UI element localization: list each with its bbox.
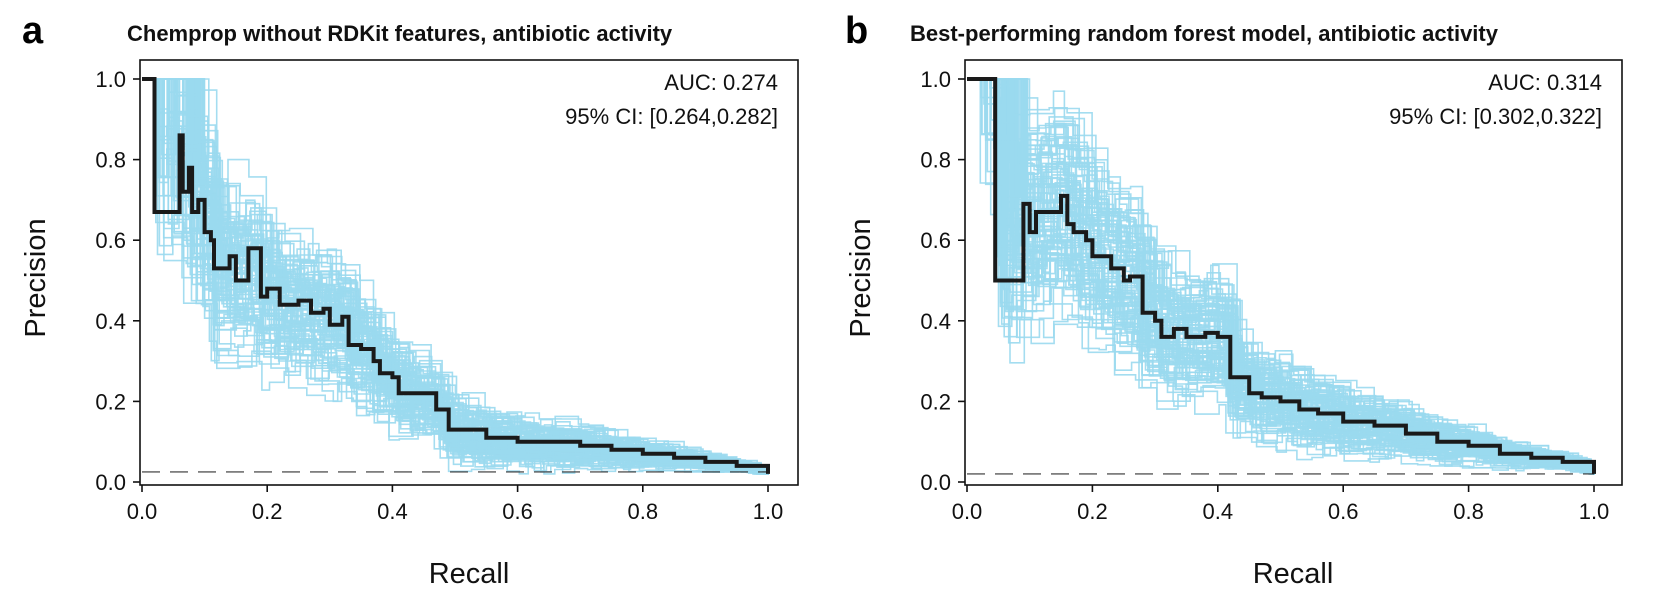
x-tick-label: 0.8 [1453, 499, 1484, 524]
y-tick-label: 0.0 [95, 470, 126, 495]
y-tick-label: 0.0 [920, 470, 951, 495]
bootstrap-curve [142, 78, 769, 474]
y-tick-label: 0.8 [920, 148, 951, 173]
panel-letter: b [845, 10, 868, 52]
x-tick-label: 0.6 [502, 499, 533, 524]
main-pr-curve [967, 77, 1596, 474]
x-tick-label: 0.4 [377, 499, 408, 524]
panel-letter: a [22, 10, 44, 52]
x-tick-label: 0.8 [628, 499, 659, 524]
bootstrap-curve [967, 78, 1595, 474]
x-tick-label: 0.6 [1328, 499, 1359, 524]
y-tick-label: 0.2 [95, 389, 126, 414]
ticks-layer: 0.0 0.2 0.4 0.6 0.8 1.0 0.0 0.2 0.4 0.6 0.8 1.0 [95, 67, 783, 524]
y-tick-label: 0.8 [95, 148, 126, 173]
bootstrap-curve [142, 78, 769, 475]
y-tick-label: 0.6 [920, 228, 951, 253]
x-tick-label: 0.2 [252, 499, 283, 524]
main-pr-curve [142, 77, 770, 474]
x-tick-label: 0.0 [952, 499, 983, 524]
x-tick-label: 1.0 [1579, 499, 1610, 524]
bootstrap-curve [967, 78, 1595, 473]
plot-frame [964, 59, 1623, 486]
x-tick-label: 0.2 [1077, 499, 1108, 524]
y-tick-label: 1.0 [95, 67, 126, 92]
curves-layer [967, 77, 1596, 475]
y-tick-label: 1.0 [920, 67, 951, 92]
auc-label: AUC: 0.274 [664, 70, 778, 95]
bootstrap-curve [967, 78, 1595, 474]
x-tick-label: 1.0 [753, 499, 784, 524]
y-tick-label: 0.4 [95, 309, 126, 334]
bootstrap-curve [967, 78, 1595, 473]
bootstrap-curve [967, 78, 1595, 473]
curves-layer [142, 77, 770, 475]
bootstrap-curve [967, 78, 1595, 472]
ci-label: 95% CI: [0.264,0.282] [565, 104, 778, 129]
y-tick-label: 0.2 [920, 389, 951, 414]
bootstrap-curve [142, 78, 769, 475]
plot-frame [139, 59, 799, 486]
panel-b: b Best-performing random forest model, a… [845, 10, 1623, 590]
ci-label: 95% CI: [0.302,0.322] [1389, 104, 1602, 129]
x-tick-label: 0.4 [1203, 499, 1234, 524]
y-axis-label: Precision [845, 218, 877, 337]
x-axis-label: Recall [429, 558, 510, 590]
panel-title: Best-performing random forest model, ant… [910, 21, 1499, 46]
auc-label: AUC: 0.314 [1488, 70, 1602, 95]
bootstrap-curve [142, 78, 769, 475]
y-axis-label: Precision [20, 218, 52, 337]
panel-title: Chemprop without RDKit features, antibio… [127, 21, 673, 46]
panel-a: a Chemprop without RDKit features, antib… [20, 10, 799, 590]
x-tick-label: 0.0 [127, 499, 158, 524]
y-tick-label: 0.4 [920, 309, 951, 334]
ticks-layer: 0.0 0.2 0.4 0.6 0.8 1.0 0.0 0.2 0.4 0.6 0.8 1.0 [920, 67, 1609, 524]
x-axis-label: Recall [1253, 558, 1334, 590]
y-tick-label: 0.6 [95, 228, 126, 253]
